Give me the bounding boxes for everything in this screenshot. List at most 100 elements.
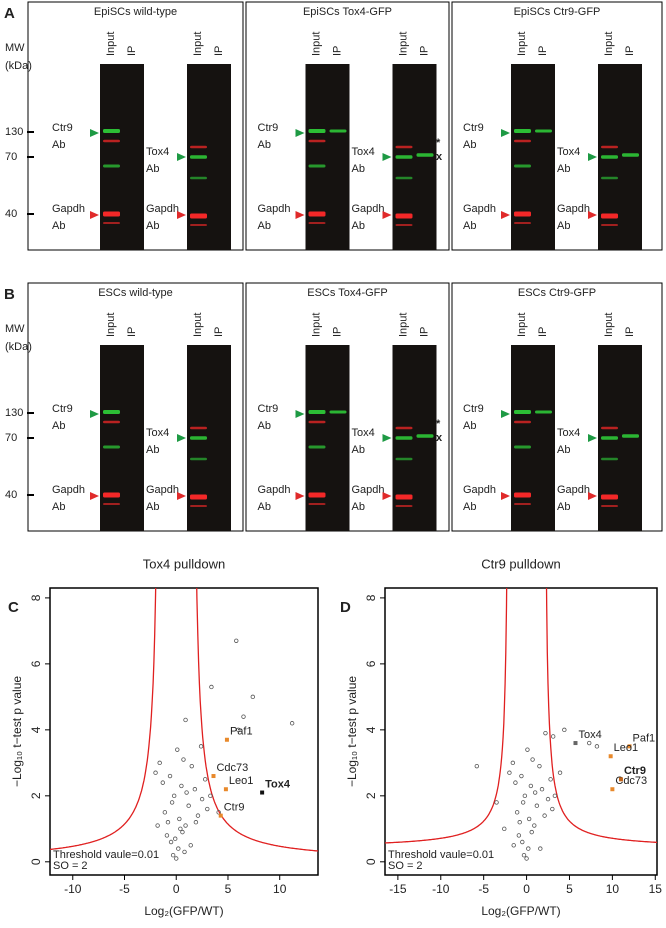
data-point <box>519 773 524 779</box>
x-tick-label: -10 <box>432 882 450 896</box>
panel-label: C <box>8 599 19 616</box>
lane-label: IP <box>418 327 430 337</box>
arrowhead <box>501 410 510 418</box>
data-point <box>250 694 256 700</box>
blot-band <box>190 426 207 430</box>
y-axis-label: −Log₁₀ t−test p value <box>10 676 24 787</box>
arrowhead <box>501 492 510 500</box>
data-point <box>189 763 194 769</box>
annotation: SO = 2 <box>388 860 423 872</box>
data-point <box>218 813 223 818</box>
data-point <box>180 829 185 835</box>
data-point <box>182 849 187 855</box>
data-point <box>157 760 162 766</box>
data-point <box>234 638 239 643</box>
chart-title: Tox4 pulldown <box>143 556 225 571</box>
threshold-line <box>545 588 657 844</box>
blot-band <box>416 434 434 438</box>
antibody-label: Ctr9 <box>463 403 484 415</box>
blot-band <box>103 445 120 449</box>
plot-frame <box>384 587 658 876</box>
data-point <box>169 800 175 805</box>
data-point <box>199 796 205 802</box>
mw-title: MW <box>5 323 25 335</box>
mw-marker: 70 <box>5 151 17 163</box>
data-point <box>521 853 527 858</box>
data-point <box>224 737 229 742</box>
arrowhead <box>588 492 597 500</box>
panel-label: D <box>340 599 351 616</box>
data-point <box>537 763 542 769</box>
antibody-label: Tox4 <box>557 427 580 439</box>
blot-band <box>190 505 207 507</box>
x-tick-label: 15 <box>649 882 663 896</box>
arrowhead <box>295 211 305 219</box>
blot-band <box>190 494 207 500</box>
data-point <box>170 853 176 858</box>
blot-band <box>601 224 618 226</box>
chart-title: Ctr9 pulldown <box>481 556 561 571</box>
blot-band <box>601 155 618 159</box>
arrowhead <box>588 434 597 442</box>
arrowhead <box>177 153 186 161</box>
point-label: Ctr9 <box>224 802 245 814</box>
antibody-label: Ab <box>463 420 476 432</box>
antibody-label: Ab <box>52 420 65 432</box>
blot <box>511 345 555 531</box>
arrowhead <box>588 153 597 161</box>
data-point <box>618 777 623 782</box>
antibody-label: Gapdh <box>463 203 496 215</box>
data-point <box>517 820 522 825</box>
blot <box>100 64 144 250</box>
point-label: Paf1 <box>230 726 253 738</box>
data-point <box>167 773 173 779</box>
data-point <box>520 839 525 845</box>
lane-label: Input <box>310 32 322 56</box>
data-point <box>171 793 177 799</box>
data-point <box>542 813 547 818</box>
antibody-label: Ab <box>463 501 476 513</box>
antibody-label: Ab <box>146 444 159 456</box>
band-mark: x <box>436 432 443 444</box>
data-point <box>260 790 265 795</box>
lane-label: IP <box>624 327 636 337</box>
antibody-label: Tox4 <box>557 146 580 158</box>
blot-band <box>514 410 531 414</box>
lane-label: IP <box>213 46 225 56</box>
group-title: ESCs wild-type <box>98 287 173 299</box>
antibody-label: Ab <box>463 139 476 151</box>
data-point <box>550 734 556 739</box>
arrowhead <box>295 410 305 418</box>
data-point <box>160 780 165 785</box>
blot-band <box>514 222 531 224</box>
data-point <box>520 800 526 805</box>
blot-band <box>190 176 207 180</box>
lane-label: Input <box>397 313 409 337</box>
data-point <box>181 757 186 762</box>
y-tick-label: 6 <box>364 660 378 667</box>
blot-band <box>395 145 413 149</box>
data-point <box>205 806 210 812</box>
antibody-label: Ab <box>557 501 570 513</box>
blot-band <box>395 155 413 159</box>
data-point <box>627 744 632 749</box>
mw-marker: 130 <box>5 126 23 138</box>
data-point <box>216 810 221 815</box>
antibody-label: Gapdh <box>146 484 179 496</box>
data-point <box>184 790 189 795</box>
arrowhead <box>501 211 510 219</box>
data-point <box>524 856 529 861</box>
blot-band <box>395 457 413 461</box>
antibody-label: Ab <box>352 220 365 232</box>
antibody-label: Gapdh <box>258 484 291 496</box>
data-point <box>241 714 246 719</box>
data-point <box>177 816 182 822</box>
blot-band <box>190 457 207 461</box>
arrowhead <box>177 211 186 219</box>
antibody-label: Tox4 <box>352 146 375 158</box>
arrowhead <box>588 211 597 219</box>
x-tick-label: 5 <box>566 882 573 896</box>
blot-band <box>103 503 120 505</box>
mw-marker: 130 <box>5 407 23 419</box>
